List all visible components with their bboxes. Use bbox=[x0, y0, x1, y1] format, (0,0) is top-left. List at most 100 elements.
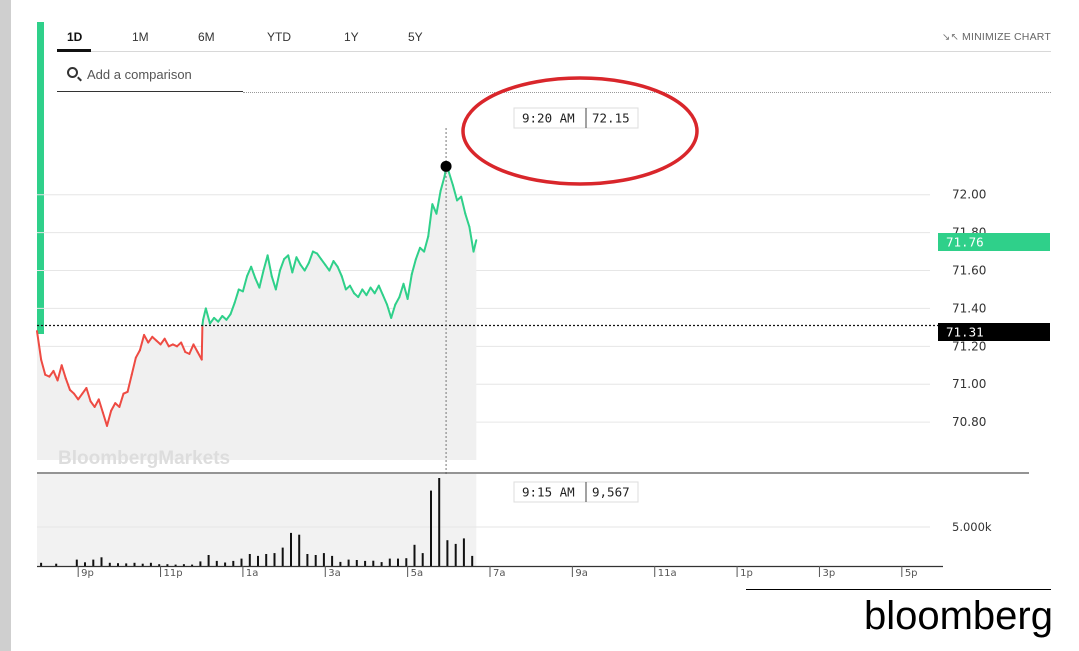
volume-bar bbox=[174, 564, 177, 566]
volume-bar bbox=[207, 555, 210, 566]
volume-bar bbox=[55, 563, 58, 566]
price-line-segment bbox=[340, 275, 347, 291]
volume-bar bbox=[462, 538, 465, 566]
price-line-segment bbox=[303, 261, 310, 272]
price-line-segment bbox=[254, 277, 261, 289]
time-tick-label: 1p bbox=[740, 568, 753, 579]
volume-bar bbox=[149, 562, 152, 566]
price-line-segment bbox=[447, 171, 454, 187]
volume-tick-label: 5.000k bbox=[952, 520, 992, 534]
price-tooltip: 9:20 AM 72.15 bbox=[513, 107, 639, 129]
price-line-segment bbox=[278, 258, 286, 272]
volume-bar bbox=[438, 478, 441, 566]
price-line-segment bbox=[134, 349, 141, 359]
tab-1m[interactable]: 1M bbox=[132, 30, 149, 44]
minimize-chart-button[interactable]: ↘↖ MINIMIZE CHART bbox=[942, 31, 1051, 43]
previous-close-value: 71.31 bbox=[946, 325, 984, 340]
tab-5y[interactable]: 5Y bbox=[408, 30, 423, 44]
price-line-segment bbox=[435, 189, 442, 215]
tab-1y[interactable]: 1Y bbox=[344, 30, 359, 44]
price-line-segment bbox=[73, 392, 80, 401]
time-tick-label: 11p bbox=[164, 568, 183, 579]
price-line-segment bbox=[324, 263, 331, 272]
price-line-segment bbox=[427, 203, 434, 238]
volume-bar bbox=[215, 560, 218, 566]
price-line-segment bbox=[451, 184, 459, 202]
price-line-segment bbox=[406, 273, 413, 300]
price-line-segment bbox=[204, 307, 211, 325]
time-tick-label: 11a bbox=[658, 568, 677, 579]
volume-bar bbox=[75, 559, 78, 566]
price-line-segment bbox=[381, 294, 389, 306]
price-line-segment bbox=[118, 392, 125, 408]
price-line-segment bbox=[159, 337, 166, 346]
watermark-text: BloombergMarkets bbox=[58, 448, 230, 469]
price-line-segment bbox=[217, 315, 224, 323]
price-line-segment bbox=[307, 250, 314, 264]
volume-tooltip-value: 9,567 bbox=[592, 485, 630, 500]
price-line-segment bbox=[89, 400, 96, 408]
price-tick-label: 70.80 bbox=[952, 415, 986, 429]
price-line-segment bbox=[468, 225, 475, 253]
price-area-fill bbox=[37, 166, 477, 461]
price-line-segment bbox=[336, 265, 343, 278]
price-line-segment bbox=[77, 392, 84, 401]
time-tick-label: 5p bbox=[905, 568, 918, 579]
price-tooltip-time: 9:20 AM bbox=[522, 111, 575, 126]
price-line-segment bbox=[390, 303, 397, 319]
price-line-segment bbox=[369, 286, 376, 295]
volume-bar bbox=[141, 563, 144, 566]
source-divider bbox=[746, 589, 1051, 590]
comparison-search bbox=[57, 60, 243, 92]
price-line-segment bbox=[386, 303, 393, 319]
volume-bar bbox=[405, 558, 408, 566]
tab-6m[interactable]: 6M bbox=[198, 30, 215, 44]
volume-bar bbox=[199, 561, 202, 566]
price-line-segment bbox=[410, 258, 417, 276]
price-line bbox=[36, 165, 478, 427]
volume-bar bbox=[92, 559, 95, 566]
time-tick-label: 3a bbox=[328, 568, 341, 579]
price-line-segment bbox=[274, 269, 281, 291]
current-price-value: 71.76 bbox=[946, 235, 984, 250]
price-line-segment bbox=[295, 256, 302, 266]
volume-bar bbox=[257, 555, 259, 566]
price-line-segment bbox=[143, 333, 150, 344]
volume-bar bbox=[430, 490, 432, 566]
current-price-tag: 71.76 bbox=[938, 233, 1050, 251]
price-line-segment bbox=[106, 409, 113, 427]
price-tick-label: 71.00 bbox=[952, 377, 986, 391]
price-line-segment bbox=[48, 369, 55, 378]
minimize-icon: ↘↖ bbox=[941, 32, 960, 43]
price-line-segment bbox=[52, 369, 59, 382]
volume-bar bbox=[421, 553, 424, 566]
price-line-segment bbox=[208, 316, 216, 325]
volume-bar bbox=[158, 564, 161, 566]
comparison-input[interactable] bbox=[87, 63, 237, 85]
volume-bar bbox=[454, 543, 457, 566]
volume-bar bbox=[281, 547, 284, 566]
price-line-segment bbox=[60, 364, 67, 380]
volume-bar bbox=[273, 553, 276, 566]
price-line-segment bbox=[361, 288, 368, 297]
price-line-segment bbox=[192, 343, 199, 353]
volume-bar bbox=[322, 553, 325, 566]
price-line-segment bbox=[357, 288, 364, 299]
accent-bar bbox=[37, 22, 44, 334]
price-line-segment bbox=[414, 246, 421, 261]
tab-1d[interactable]: 1D bbox=[67, 30, 83, 44]
tab-ytd[interactable]: YTD bbox=[267, 30, 291, 44]
price-line-segment bbox=[348, 284, 356, 295]
previous-close-tag: 71.31 bbox=[938, 323, 1050, 341]
price-line-segment bbox=[439, 174, 446, 192]
price-line-segment bbox=[200, 324, 204, 361]
price-line-segment bbox=[377, 284, 384, 297]
price-line-segment bbox=[258, 269, 265, 289]
price-line-segment bbox=[97, 398, 104, 414]
volume-bar bbox=[232, 560, 235, 566]
active-tab-underline bbox=[57, 49, 91, 52]
price-tick-label: 72.00 bbox=[952, 188, 986, 202]
price-line-segment bbox=[101, 411, 109, 427]
volume-bar bbox=[347, 559, 350, 566]
